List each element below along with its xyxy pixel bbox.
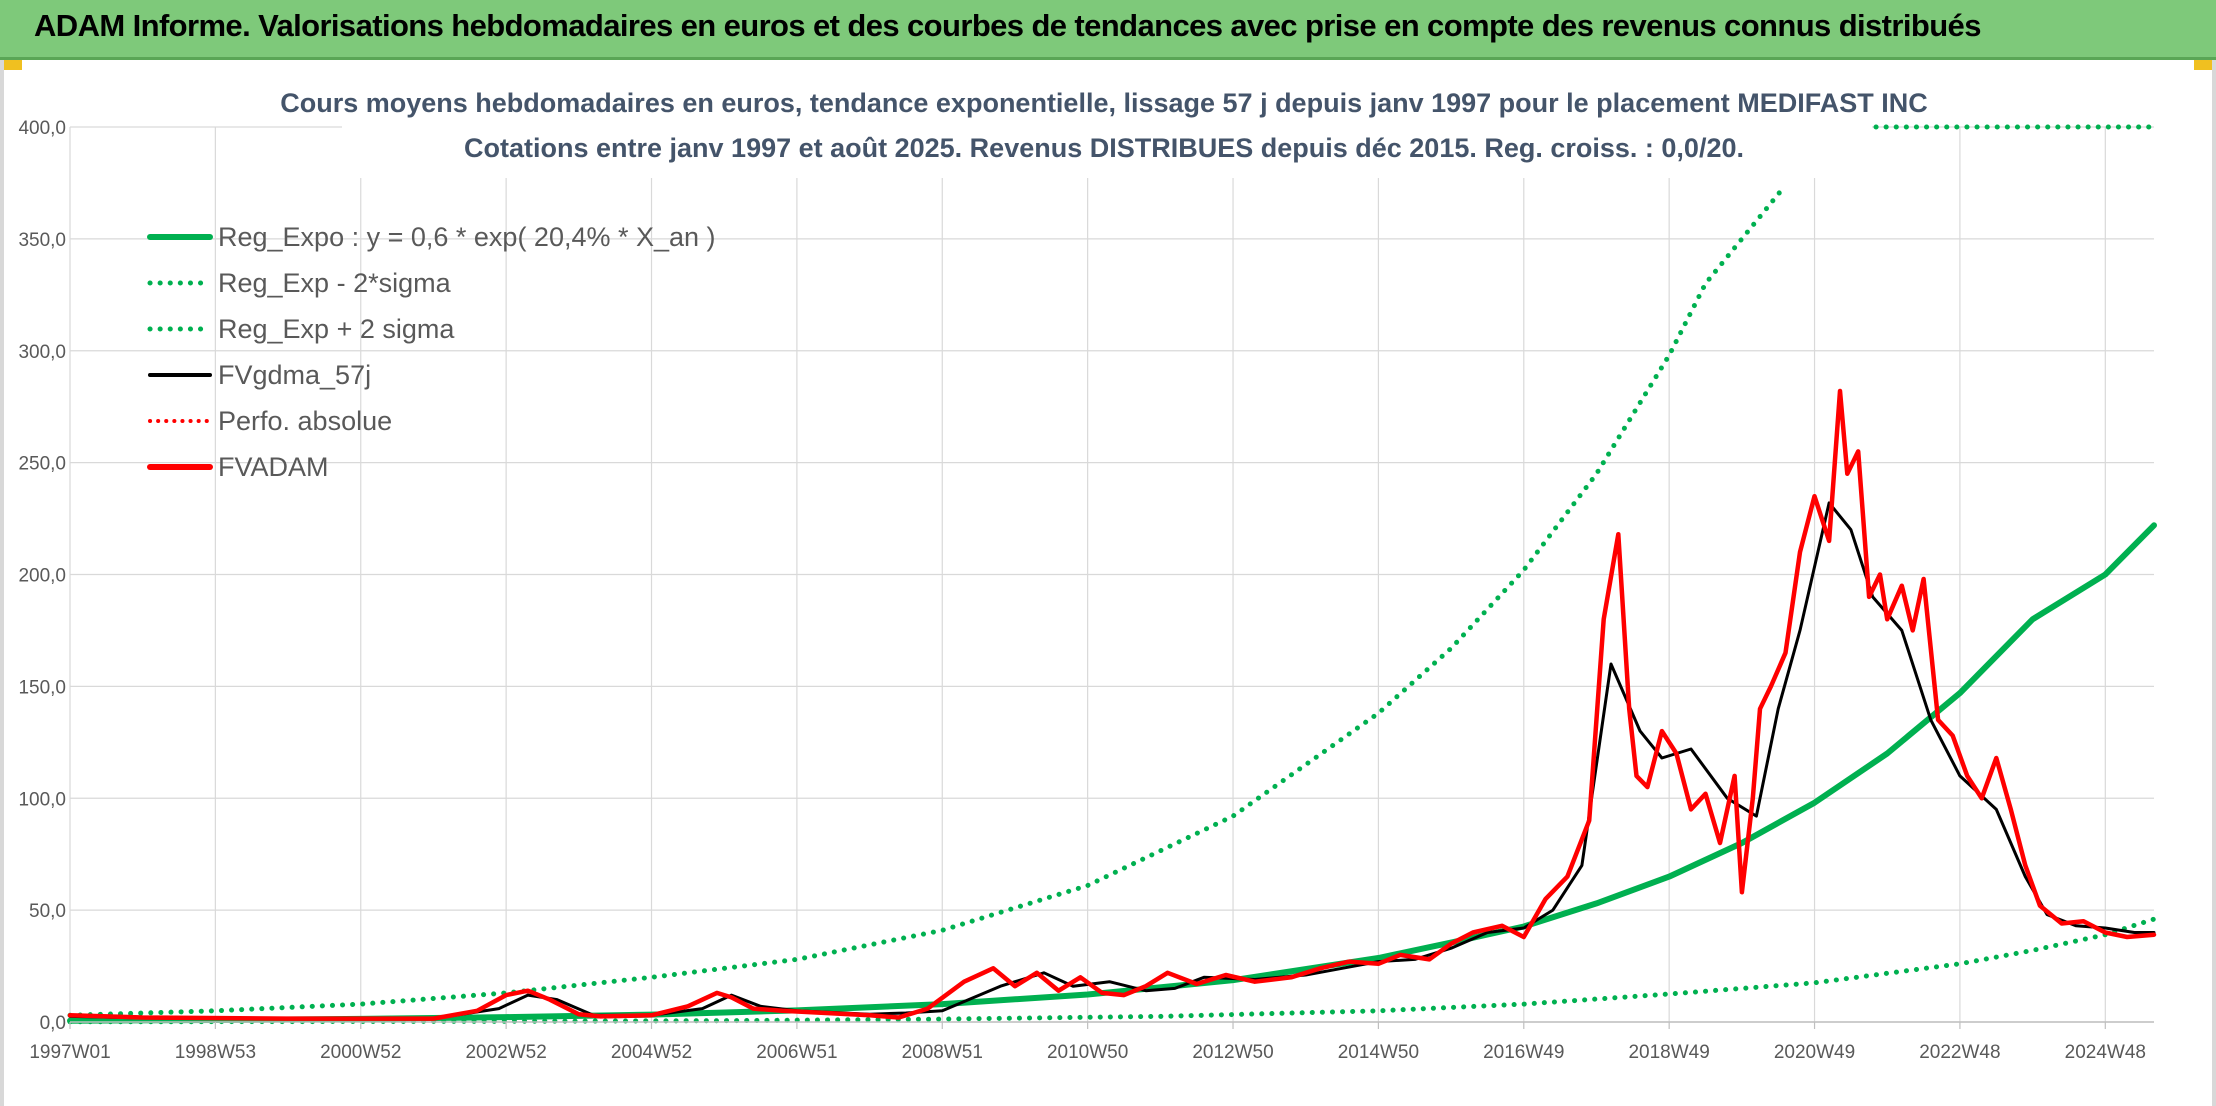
x-tick-label: 2016W49 <box>1483 1042 1564 1063</box>
grid <box>69 126 2154 1023</box>
x-tick-label: 2002W52 <box>465 1042 546 1063</box>
axes: 0,0 50,0 100,0 150,0 200,0 250,0 300,0 350,0 400… <box>18 118 2154 1063</box>
x-tick-label: 2012W50 <box>1192 1042 1273 1063</box>
x-tick-label: 2010W50 <box>1047 1042 1128 1063</box>
x-tick-label: 2020W49 <box>1774 1042 1855 1063</box>
y-tick-label: 200,0 <box>18 566 66 587</box>
legend-label: FVgdma_57j <box>218 360 371 390</box>
legend-label: Reg_Exp - 2*sigma <box>218 268 452 298</box>
chart-svg: 0,0 50,0 100,0 150,0 200,0 250,0 300,0 350,0 400… <box>18 60 2157 1063</box>
chart-title-block: Cours moyens hebdomadaires en euros, ten… <box>280 60 1928 178</box>
y-tick-label: 100,0 <box>18 789 66 810</box>
x-tick-label: 2004W52 <box>611 1042 692 1063</box>
fvadam-line <box>67 388 2157 1021</box>
x-tick-label: 1998W53 <box>175 1042 256 1063</box>
x-tick-label: 2006W51 <box>756 1042 837 1063</box>
legend-label: Reg_Exp + 2 sigma <box>218 314 455 344</box>
x-tick-label: 2022W48 <box>1919 1042 2000 1063</box>
y-tick-label: 150,0 <box>18 677 66 698</box>
x-tick-label: 2008W51 <box>902 1042 983 1063</box>
y-tick-label: 400,0 <box>18 118 66 139</box>
chart-frame: 0,0 50,0 100,0 150,0 200,0 250,0 300,0 350,0 400… <box>0 60 2216 1106</box>
x-tick-label: 2014W50 <box>1338 1042 1419 1063</box>
legend-label: FVADAM <box>218 452 329 482</box>
y-tick-label: 300,0 <box>18 342 66 363</box>
report-title: ADAM Informe. Valorisations hebdomadaire… <box>34 8 1981 43</box>
legend-label: Perfo. absolue <box>218 406 392 436</box>
chart-title: Cours moyens hebdomadaires en euros, ten… <box>280 88 1928 118</box>
reg-exp-minus-2sigma-line <box>67 916 2157 1025</box>
legend-label: Reg_Expo : y = 0,6 * exp( 20,4% * X_an ) <box>218 222 716 252</box>
x-tick-label: 2024W48 <box>2065 1042 2146 1063</box>
title-background <box>342 60 1872 178</box>
x-tick-label: 2018W49 <box>1628 1042 1709 1063</box>
report-header: ADAM Informe. Valorisations hebdomadaire… <box>0 0 2216 60</box>
y-tick-label: 350,0 <box>18 230 66 251</box>
reg-exp-plus-2sigma-line <box>67 182 1788 1018</box>
y-tick-label: 0,0 <box>40 1013 66 1034</box>
series-layer <box>67 124 2157 1025</box>
y-tick-label: 50,0 <box>29 901 66 922</box>
x-tick-label: 2000W52 <box>320 1042 401 1063</box>
y-tick-label: 250,0 <box>18 454 66 475</box>
legend: Reg_Expo : y = 0,6 * exp( 20,4% * X_an )… <box>147 222 716 482</box>
x-tick-label: 1997W01 <box>29 1042 110 1063</box>
fvgdma-57j-line <box>68 501 2156 1021</box>
chart-subtitle: Cotations entre janv 1997 et août 2025. … <box>464 133 1744 163</box>
corner-marker-left <box>0 60 22 70</box>
corner-marker-right <box>2194 60 2216 70</box>
reg-expo-line <box>67 522 2157 1024</box>
